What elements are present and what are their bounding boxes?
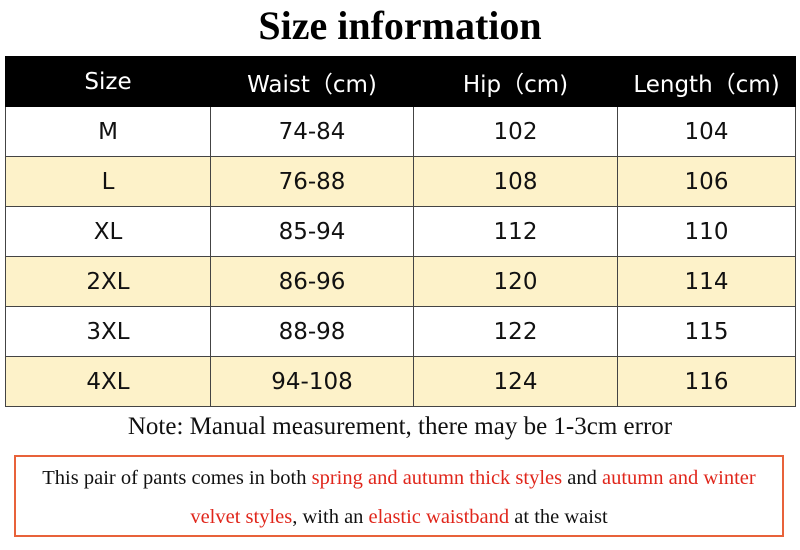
table-row: 3XL 88-98 122 115 <box>5 306 796 357</box>
table-cell: L <box>5 156 211 207</box>
column-header: Length（cm) <box>617 56 796 107</box>
table-cell: 116 <box>617 356 796 407</box>
table-cell: 76-88 <box>210 156 414 207</box>
table-cell: 102 <box>413 106 618 157</box>
table-row: 4XL 94-108 124 116 <box>5 356 796 407</box>
size-table: Size Waist（cm) Hip（cm) Length（cm) M 74-84 102… <box>5 56 796 407</box>
table-cell: 3XL <box>5 306 211 357</box>
table-cell: 112 <box>413 206 618 257</box>
table-row: XL 85-94 112 110 <box>5 206 796 257</box>
description-segment: and <box>562 467 602 489</box>
description-segment: , with an <box>292 506 369 528</box>
header-row: Size Waist（cm) Hip（cm) Length（cm) <box>5 56 796 107</box>
description-segment: elastic waistband <box>368 506 510 528</box>
column-header: Size <box>5 56 211 107</box>
table-cell: M <box>5 106 211 157</box>
table-cell: 108 <box>413 156 618 207</box>
table-cell: 104 <box>617 106 796 157</box>
table-cell: 88-98 <box>210 306 414 357</box>
description: This pair of pants comes in both spring … <box>14 455 784 537</box>
table-cell: 110 <box>617 206 796 257</box>
description-segment: at the waist <box>509 506 608 528</box>
table-row: L 76-88 108 106 <box>5 156 796 207</box>
table-cell: 114 <box>617 256 796 307</box>
title: Size information <box>258 3 542 48</box>
table-cell: 2XL <box>5 256 211 307</box>
table-cell: 86-96 <box>210 256 414 307</box>
table-cell: 85-94 <box>210 206 414 257</box>
table-row: 2XL 86-96 120 114 <box>5 256 796 307</box>
description-segment: spring and autumn thick styles <box>311 467 563 489</box>
description-segment: autumn and winter velvet styles <box>190 467 761 528</box>
table-cell: 106 <box>617 156 796 207</box>
table-row: M 74-84 102 104 <box>5 106 796 157</box>
table-cell: 120 <box>413 256 618 307</box>
column-header: Waist（cm) <box>210 56 414 107</box>
table-cell: 124 <box>413 356 618 407</box>
column-header: Hip（cm) <box>413 56 618 107</box>
note: Note: Manual measurement, there may be 1… <box>127 413 673 440</box>
table-cell: 122 <box>413 306 618 357</box>
table-cell: 4XL <box>5 356 211 407</box>
table-cell: 94-108 <box>210 356 414 407</box>
table-cell: 74-84 <box>210 106 414 157</box>
table-cell: XL <box>5 206 211 257</box>
table-cell: 115 <box>617 306 796 357</box>
description-segment: This pair of pants comes in both <box>42 467 312 489</box>
